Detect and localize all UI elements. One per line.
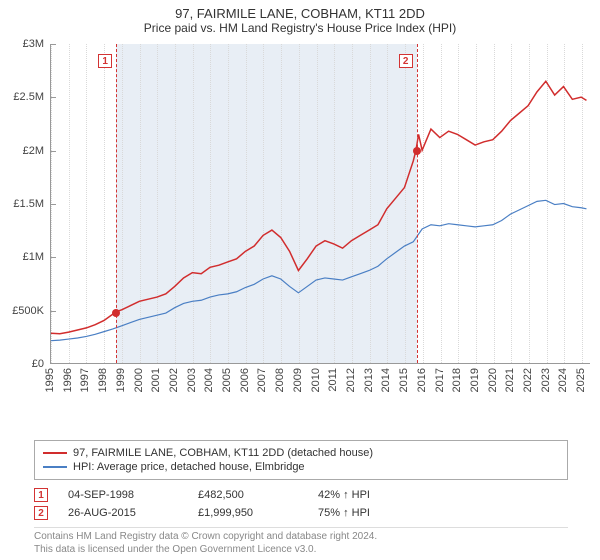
- x-tick-label: 1997: [79, 368, 91, 392]
- transaction-marker-badge: 2: [34, 506, 48, 520]
- x-tick-label: 2021: [504, 368, 516, 392]
- marker-badge: 2: [399, 54, 413, 68]
- legend-swatch: [43, 466, 67, 468]
- chart-container: 97, FAIRMILE LANE, COBHAM, KT11 2DD Pric…: [0, 0, 600, 560]
- y-tick-label: £3M: [23, 38, 44, 50]
- legend-item: HPI: Average price, detached house, Elmb…: [43, 460, 559, 474]
- x-tick-label: 2022: [522, 368, 534, 392]
- transaction-row: 2 26-AUG-2015 £1,999,950 75% ↑ HPI: [34, 504, 568, 522]
- x-tick-label: 2001: [150, 368, 162, 392]
- x-tick-label: 2014: [380, 368, 392, 392]
- y-tick-label: £500K: [12, 305, 44, 317]
- x-tick-label: 2005: [221, 368, 233, 392]
- y-tick-label: £2M: [23, 145, 44, 157]
- footer-line-2: This data is licensed under the Open Gov…: [34, 544, 568, 557]
- transaction-row: 1 04-SEP-1998 £482,500 42% ↑ HPI: [34, 486, 568, 504]
- x-tick-label: 1999: [115, 368, 127, 392]
- footer-line-1: Contains HM Land Registry data © Crown c…: [34, 531, 568, 544]
- y-axis-ticks: £0£500K£1M£1.5M£2M£2.5M£3M: [0, 44, 48, 364]
- y-tick-label: £1.5M: [13, 198, 44, 210]
- x-tick-label: 2019: [469, 368, 481, 392]
- transaction-rows: 1 04-SEP-1998 £482,500 42% ↑ HPI 2 26-AUG-201…: [34, 486, 568, 522]
- line-series-svg: [51, 44, 590, 363]
- x-tick-label: 2002: [168, 368, 180, 392]
- x-tick-label: 2017: [434, 368, 446, 392]
- x-tick-label: 2015: [398, 368, 410, 392]
- plot-area: 12: [50, 44, 590, 364]
- y-tick-mark: [51, 204, 56, 205]
- chart-title: 97, FAIRMILE LANE, COBHAM, KT11 2DD: [0, 0, 600, 21]
- x-tick-label: 1995: [44, 368, 56, 392]
- x-tick-label: 2003: [186, 368, 198, 392]
- y-tick-mark: [51, 257, 56, 258]
- y-tick-mark: [51, 151, 56, 152]
- transaction-date: 04-SEP-1998: [68, 489, 178, 501]
- legend-swatch: [43, 452, 67, 454]
- marker-line: [417, 44, 418, 363]
- chart-subtitle: Price paid vs. HM Land Registry's House …: [0, 21, 600, 39]
- series-price-paid: [51, 81, 586, 334]
- transaction-point: [112, 309, 120, 317]
- x-tick-label: 2011: [327, 368, 339, 392]
- x-tick-label: 2007: [256, 368, 268, 392]
- x-tick-label: 2020: [487, 368, 499, 392]
- series-hpi: [51, 200, 586, 340]
- x-tick-label: 2013: [363, 368, 375, 392]
- footer-attribution: Contains HM Land Registry data © Crown c…: [34, 527, 568, 556]
- transaction-date: 26-AUG-2015: [68, 507, 178, 519]
- transaction-pct: 75% ↑ HPI: [318, 507, 408, 519]
- transaction-point: [413, 147, 421, 155]
- y-tick-label: £0: [32, 358, 44, 370]
- x-tick-label: 2012: [345, 368, 357, 392]
- x-tick-label: 2009: [292, 368, 304, 392]
- x-tick-label: 2000: [133, 368, 145, 392]
- x-tick-label: 1998: [97, 368, 109, 392]
- legend-box: 97, FAIRMILE LANE, COBHAM, KT11 2DD (det…: [34, 440, 568, 480]
- transaction-pct: 42% ↑ HPI: [318, 489, 408, 501]
- y-tick-label: £2.5M: [13, 91, 44, 103]
- transaction-price: £1,999,950: [198, 507, 298, 519]
- y-tick-mark: [51, 44, 56, 45]
- y-tick-mark: [51, 311, 56, 312]
- x-tick-label: 2024: [557, 368, 569, 392]
- transaction-marker-badge: 1: [34, 488, 48, 502]
- y-tick-label: £1M: [23, 251, 44, 263]
- transaction-price: £482,500: [198, 489, 298, 501]
- x-tick-label: 1996: [62, 368, 74, 392]
- x-tick-label: 2010: [310, 368, 322, 392]
- chart-area: £0£500K£1M£1.5M£2M£2.5M£3M 12 1995199619…: [0, 44, 600, 404]
- legend-label: 97, FAIRMILE LANE, COBHAM, KT11 2DD (det…: [73, 447, 373, 459]
- x-tick-label: 2006: [239, 368, 251, 392]
- x-tick-label: 2018: [451, 368, 463, 392]
- y-tick-mark: [51, 97, 56, 98]
- x-tick-label: 2016: [416, 368, 428, 392]
- legend-label: HPI: Average price, detached house, Elmb…: [73, 461, 305, 473]
- x-tick-label: 2023: [540, 368, 552, 392]
- x-axis-ticks: 1995199619971998199920002001200220032004…: [50, 366, 590, 406]
- legend-item: 97, FAIRMILE LANE, COBHAM, KT11 2DD (det…: [43, 446, 559, 460]
- x-tick-label: 2025: [575, 368, 587, 392]
- marker-badge: 1: [98, 54, 112, 68]
- x-tick-label: 2004: [203, 368, 215, 392]
- x-tick-label: 2008: [274, 368, 286, 392]
